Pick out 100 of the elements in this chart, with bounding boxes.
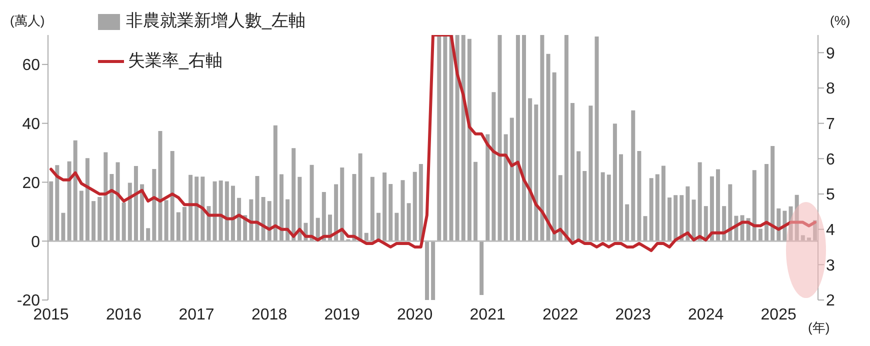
bar bbox=[267, 201, 272, 242]
bar bbox=[146, 228, 150, 242]
bar bbox=[486, 134, 490, 242]
bar bbox=[412, 172, 417, 242]
bar bbox=[230, 186, 235, 242]
y-tick-label: 60 bbox=[22, 57, 40, 74]
bar bbox=[443, 35, 448, 242]
bar bbox=[504, 134, 508, 242]
bar bbox=[643, 216, 648, 242]
bar bbox=[134, 166, 138, 242]
bar bbox=[128, 182, 132, 242]
bar bbox=[576, 151, 581, 242]
y2-tick-label: 4 bbox=[826, 222, 835, 240]
bar bbox=[558, 175, 562, 242]
bar bbox=[467, 38, 472, 242]
bar bbox=[152, 168, 156, 242]
bar bbox=[61, 212, 66, 242]
bar bbox=[376, 212, 380, 242]
bar bbox=[552, 72, 556, 242]
bar bbox=[661, 166, 666, 242]
y-axis-title: (萬人) bbox=[10, 12, 45, 30]
bar bbox=[182, 206, 186, 242]
bar bbox=[334, 184, 338, 242]
bar bbox=[437, 35, 442, 242]
bar bbox=[352, 174, 356, 242]
bar bbox=[770, 146, 775, 242]
x-tick-label: 2023 bbox=[615, 306, 651, 324]
x-tick-label: 2025 bbox=[760, 306, 796, 324]
bar bbox=[498, 35, 502, 242]
bar bbox=[480, 241, 484, 295]
line-series bbox=[50, 35, 816, 252]
bar bbox=[588, 106, 593, 242]
bar bbox=[382, 172, 387, 242]
bar bbox=[212, 181, 217, 242]
bar bbox=[261, 196, 266, 242]
bar bbox=[431, 241, 436, 300]
bar bbox=[674, 195, 678, 242]
bar bbox=[310, 164, 314, 242]
bar bbox=[668, 198, 672, 242]
bar bbox=[680, 195, 684, 242]
bar bbox=[55, 165, 60, 242]
bar bbox=[449, 35, 454, 242]
bar bbox=[794, 194, 799, 242]
bar bbox=[516, 35, 520, 242]
bar bbox=[176, 212, 180, 242]
bar bbox=[625, 204, 630, 242]
y-tick-label: 20 bbox=[22, 174, 40, 192]
bar bbox=[710, 176, 714, 242]
bar bbox=[424, 241, 429, 300]
bar bbox=[322, 192, 326, 242]
bar bbox=[686, 186, 690, 242]
bar bbox=[200, 176, 205, 242]
y-tick-label: 0 bbox=[31, 234, 40, 251]
bar bbox=[255, 176, 260, 242]
bar bbox=[194, 176, 199, 242]
x-tick-label: 2020 bbox=[397, 306, 433, 324]
bar bbox=[279, 174, 284, 242]
bar bbox=[224, 181, 229, 242]
bar bbox=[752, 170, 756, 242]
legend-label: 失業率_右軸 bbox=[128, 51, 222, 70]
bar bbox=[594, 36, 599, 242]
bar bbox=[728, 184, 732, 242]
x-tick-label: 2017 bbox=[178, 306, 214, 324]
bar bbox=[170, 151, 174, 242]
bar bbox=[340, 168, 344, 242]
x-axis-title: (年) bbox=[808, 319, 830, 337]
x-tick-label: 2022 bbox=[542, 306, 578, 324]
bar bbox=[67, 161, 72, 242]
bar bbox=[158, 130, 162, 242]
bar bbox=[455, 35, 460, 242]
bar bbox=[528, 98, 532, 242]
bar bbox=[394, 212, 399, 242]
bar bbox=[461, 35, 466, 242]
bar bbox=[534, 104, 538, 242]
bar bbox=[237, 198, 242, 242]
bar bbox=[612, 124, 617, 242]
bar bbox=[582, 171, 587, 242]
y2-axis-title: (%) bbox=[830, 13, 850, 28]
bar bbox=[758, 228, 762, 242]
bar bbox=[570, 103, 575, 242]
bar bbox=[140, 184, 144, 242]
bar bbox=[85, 158, 90, 242]
bar bbox=[79, 190, 84, 242]
bar bbox=[649, 178, 654, 242]
bar bbox=[764, 164, 769, 242]
bar bbox=[249, 199, 254, 242]
bar bbox=[218, 180, 223, 242]
bar bbox=[164, 200, 168, 242]
bar bbox=[406, 203, 411, 242]
x-tick-label: 2018 bbox=[252, 306, 288, 324]
bar bbox=[631, 110, 636, 242]
y2-tick-label: 9 bbox=[826, 45, 835, 62]
bar bbox=[698, 162, 702, 242]
bar bbox=[418, 164, 423, 242]
bar bbox=[388, 184, 393, 242]
bar bbox=[716, 169, 720, 242]
bar bbox=[492, 92, 496, 242]
bar bbox=[510, 118, 514, 242]
bar bbox=[92, 201, 96, 242]
y2-tick-label: 8 bbox=[826, 80, 835, 98]
